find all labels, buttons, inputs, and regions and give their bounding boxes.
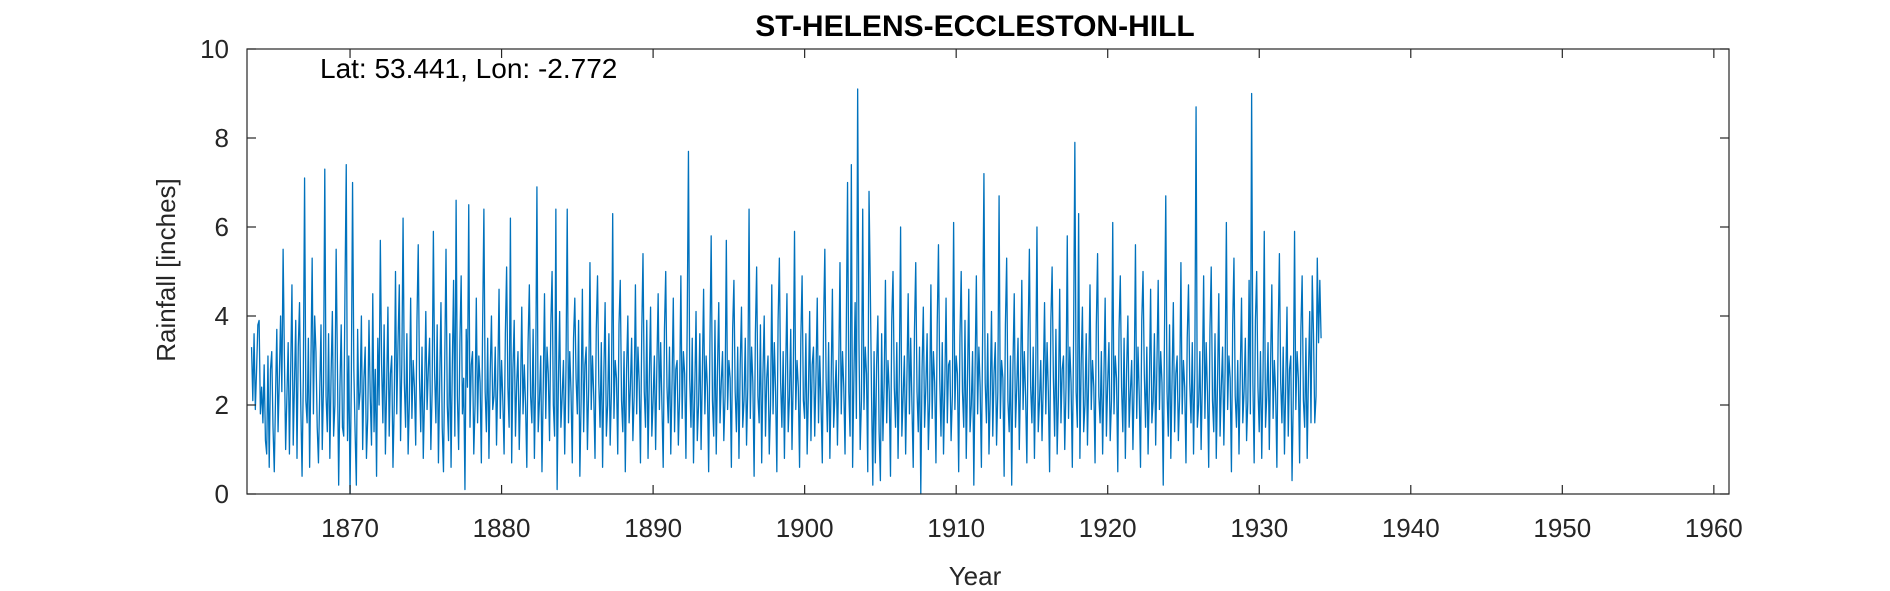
x-tick-label: 1930	[1230, 513, 1288, 543]
x-tick-label: 1920	[1079, 513, 1137, 543]
y-tick-label: 10	[200, 34, 229, 64]
y-tick-label: 2	[215, 390, 229, 420]
x-tick-label: 1890	[624, 513, 682, 543]
y-tick-label: 0	[215, 479, 229, 509]
y-tick-label: 6	[215, 212, 229, 242]
y-tick-label: 8	[215, 123, 229, 153]
y-tick-label: 4	[215, 301, 229, 331]
x-tick-label: 1950	[1533, 513, 1591, 543]
x-tick-label: 1880	[473, 513, 531, 543]
x-tick-label: 1870	[321, 513, 379, 543]
x-axis-label: Year	[949, 561, 1002, 591]
y-axis-ticks: 0 2 4 6 8 10	[200, 34, 1729, 509]
plot-area	[246, 48, 1730, 495]
x-tick-label: 1900	[776, 513, 834, 543]
x-axis-ticks: 1870 1880 1890 1900 1910 1920 1930 1940 1950 1960	[321, 49, 1743, 543]
location-annotation: Lat: 53.441, Lon: -2.772	[320, 53, 617, 84]
x-tick-label: 1940	[1382, 513, 1440, 543]
x-tick-label: 1910	[927, 513, 985, 543]
y-axis-label: Rainfall [inches]	[151, 178, 181, 362]
axes-frame	[246, 48, 1730, 495]
x-tick-label: 1960	[1685, 513, 1743, 543]
chart-title: ST-HELENS-ECCLESTON-HILL	[755, 10, 1194, 43]
rainfall-series-line	[250, 88, 1322, 495]
